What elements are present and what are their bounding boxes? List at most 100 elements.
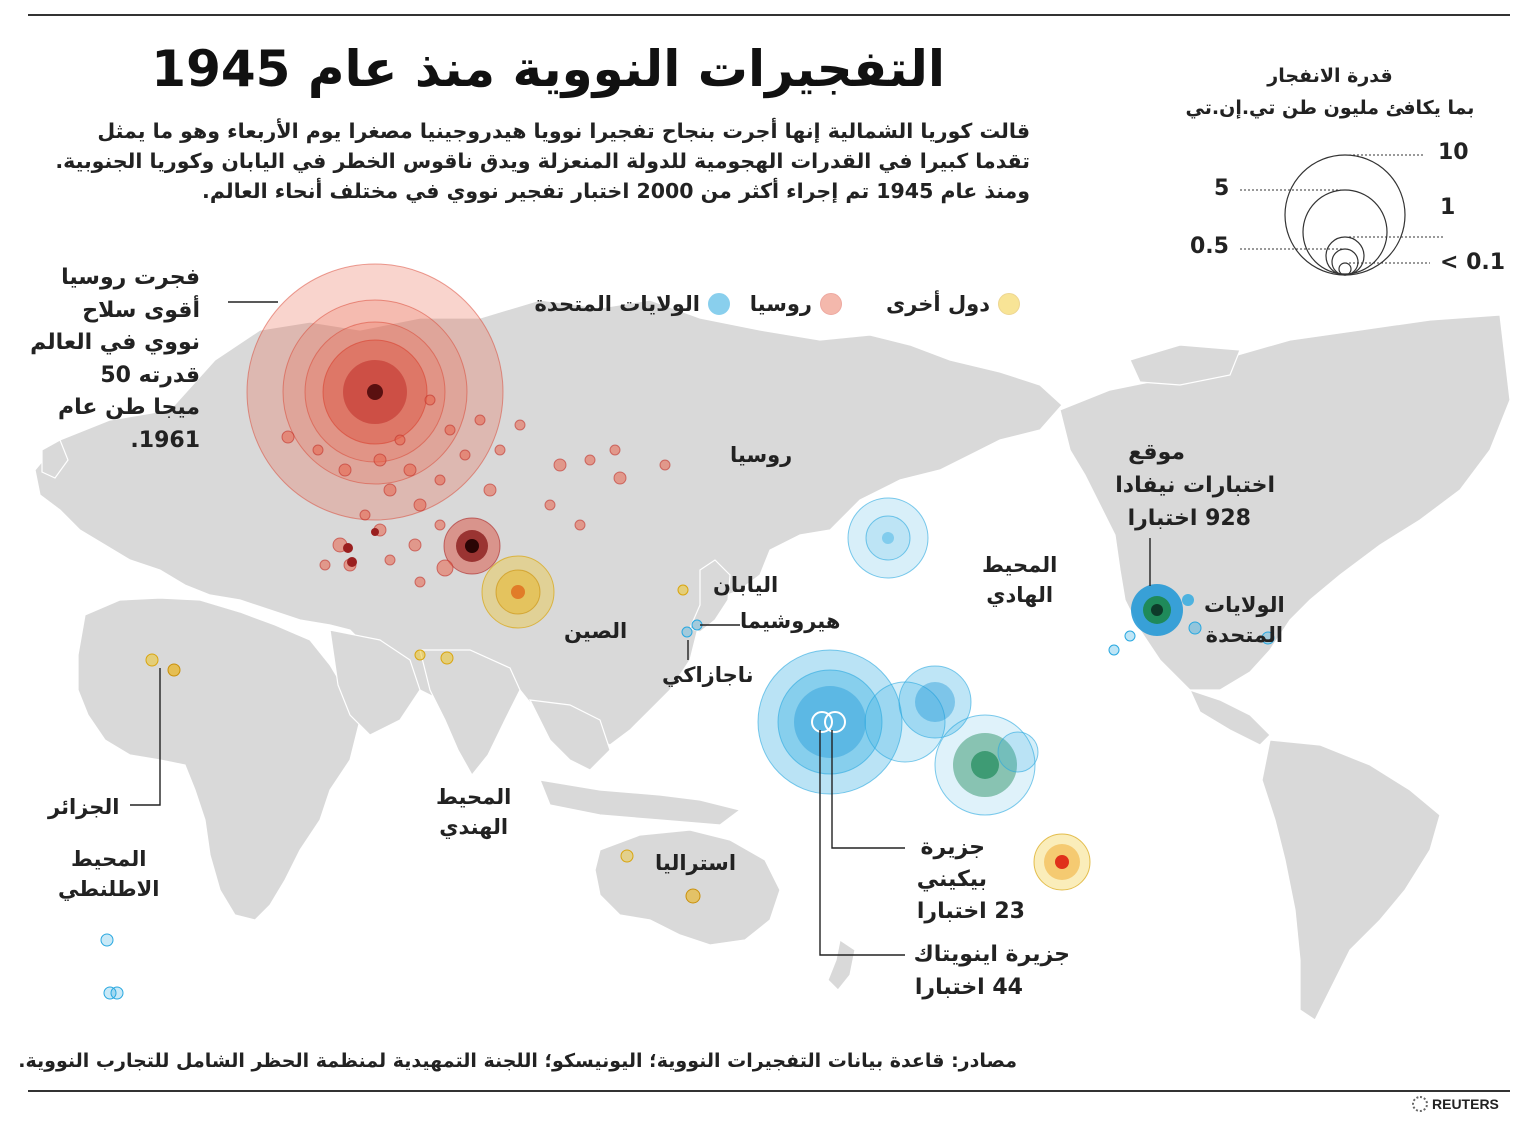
nagasaki-marker xyxy=(681,626,693,638)
scale-legend-title-line2: بما يكافئ مليون طن تي.إن.تي xyxy=(1185,97,1475,119)
land-arctic-islands xyxy=(1129,344,1241,386)
atlantic-test-1 xyxy=(100,933,114,947)
leader-lines xyxy=(130,301,1151,956)
marshall-outer xyxy=(757,649,903,795)
label-algeria: الجزائر xyxy=(48,795,120,819)
pacific-green-core xyxy=(971,751,999,779)
scale-circle-05 xyxy=(1331,248,1359,276)
bikini-leader xyxy=(831,730,905,849)
enewetak-marker xyxy=(824,711,846,733)
tsar-annotation: فجرت روسيا أقوى سلاح نووي في العالم قدرت… xyxy=(30,265,200,453)
key-usa-swatch xyxy=(708,293,730,315)
land-central-america xyxy=(1188,688,1271,746)
label-nagasaki: ناجازاكي xyxy=(662,663,754,687)
intro-paragraph: قالت كوريا الشمالية إنها أجرت بنجاح تفجي… xyxy=(55,116,1030,206)
us-test-small-4 xyxy=(1108,644,1120,656)
label-china: الصين xyxy=(564,619,628,643)
land-masses xyxy=(34,299,1511,1021)
scale-legend-leaders xyxy=(1240,154,1445,264)
scale-label-10: 10 xyxy=(1438,140,1469,165)
land-japan xyxy=(689,559,731,633)
bottom-rule xyxy=(28,1090,1510,1092)
semipalatinsk-core xyxy=(465,539,479,553)
marshall-ring-2 xyxy=(777,669,883,775)
us-test-small-2 xyxy=(1188,621,1202,635)
us-test-small-3 xyxy=(1124,630,1136,642)
land-arabia xyxy=(329,629,421,736)
usa-tests xyxy=(100,497,1275,1000)
australia-test-2 xyxy=(685,888,701,904)
sources-note: مصادر: قاعدة بيانات التفجيرات النووية؛ ا… xyxy=(18,1050,1017,1072)
land-africa xyxy=(77,597,361,921)
land-australia xyxy=(594,829,781,946)
scale-label-05: 0.5 xyxy=(1190,234,1229,259)
scale-label-01: < 0.1 xyxy=(1440,250,1506,275)
russia-dark-tests xyxy=(343,528,379,567)
label-hiroshima: هيروشيما xyxy=(740,609,841,633)
land-india xyxy=(419,649,521,777)
algeria-test-2 xyxy=(167,663,181,677)
australia-test-1 xyxy=(620,849,634,863)
label-pacific: المحيط الهادي xyxy=(982,553,1058,607)
land-south-america xyxy=(1261,739,1441,1021)
algeria-leader xyxy=(130,668,161,806)
atlantic-test-2 xyxy=(103,986,117,1000)
johnston-outer xyxy=(847,497,929,579)
key-usa: الولايات المتحدة xyxy=(535,292,730,316)
intro-line: ومنذ عام 1945 تم إجراء أكثر من 2000 اختب… xyxy=(202,179,1030,203)
key-russia: روسيا xyxy=(750,292,842,316)
intro-line: تقدما كبيرا في القدرات الهجومية للدولة ا… xyxy=(55,149,1030,173)
johnston-mid xyxy=(865,515,911,561)
bikini-annotation: جزيرة بيكيني 23 اختبارا xyxy=(916,835,1025,924)
india-test xyxy=(440,651,454,665)
pakistan-test xyxy=(414,649,426,661)
label-japan: اليابان xyxy=(713,573,779,597)
land-uk xyxy=(41,439,69,479)
label-russia: روسيا xyxy=(730,443,793,467)
us-test-small-5 xyxy=(1261,631,1275,645)
christmas-outer xyxy=(898,665,972,739)
enewetak-leader xyxy=(819,730,905,956)
scale-circle-10 xyxy=(1284,154,1406,276)
top-rule xyxy=(28,14,1510,16)
enewetak-annotation: جزيرة اينويتاك 44 اختبارا xyxy=(913,942,1070,1000)
christmas-mid xyxy=(915,682,955,722)
land-new-zealand xyxy=(827,939,856,991)
russia-tests xyxy=(246,263,504,575)
reuters-logo-icon xyxy=(1412,1096,1428,1112)
scale-circle-01 xyxy=(1338,262,1352,276)
johnston-core xyxy=(882,532,894,544)
north-korea-test xyxy=(677,584,689,596)
scale-circle-5 xyxy=(1302,189,1388,275)
land-indonesia xyxy=(539,779,742,826)
scale-label-1: 1 xyxy=(1440,195,1456,220)
label-atlantic: المحيط الاطلنطي xyxy=(58,847,160,901)
intro-line: قالت كوريا الشمالية إنها أجرت بنجاح تفجي… xyxy=(97,119,1030,143)
land-se-asia xyxy=(528,699,611,771)
page-title: التفجيرات النووية منذ عام 1945 xyxy=(151,40,945,98)
nevada-core xyxy=(1151,604,1163,616)
scale-legend-title: قدرة الانفجار بما يكافئ مليون طن تي.إن.ت… xyxy=(1180,60,1480,124)
novaya-zemlya-core xyxy=(367,384,383,400)
scale-label-5: 5 xyxy=(1214,176,1230,201)
marshall-ring-3 xyxy=(794,686,866,758)
key-other-label: دول أخرى xyxy=(885,292,990,316)
land-eurasia xyxy=(34,299,1063,746)
reuters-label: REUTERS xyxy=(1432,1096,1499,1112)
us-test-small-1 xyxy=(1182,594,1194,606)
mururoa-core xyxy=(1055,855,1069,869)
label-indian-ocean: المحيط الهندي xyxy=(436,785,512,839)
pacific-small xyxy=(997,731,1039,773)
algeria-test-1 xyxy=(145,653,159,667)
key-other-swatch xyxy=(998,293,1020,315)
label-australia: استراليا xyxy=(655,851,737,875)
key-russia-swatch xyxy=(820,293,842,315)
key-usa-label: الولايات المتحدة xyxy=(534,292,700,316)
scale-legend-title-line1: قدرة الانفجار xyxy=(1267,65,1393,87)
lop-nur-core xyxy=(511,585,525,599)
key-other: دول أخرى xyxy=(886,292,1020,316)
nevada-annotation: موقع اختبارات نيفادا 928 اختبارا xyxy=(1115,440,1275,531)
key-russia-label: روسيا xyxy=(749,292,812,316)
bikini-marker xyxy=(811,711,833,733)
